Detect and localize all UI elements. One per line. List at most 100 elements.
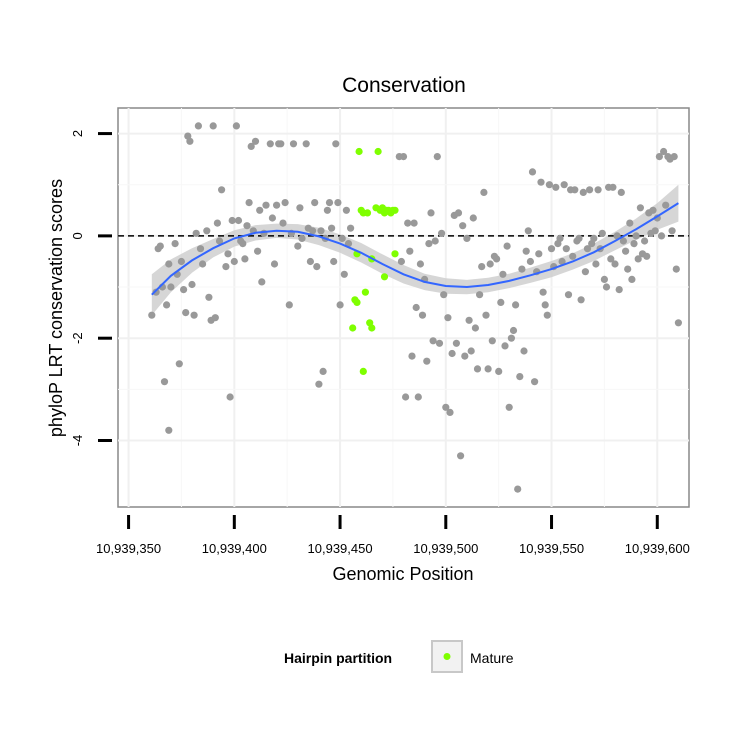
- x-axis-label: Genomic Position: [332, 564, 473, 584]
- data-point-background: [306, 257, 314, 266]
- data-point-background: [545, 181, 554, 189]
- data-point-background: [499, 270, 507, 278]
- data-point-background: [404, 219, 412, 227]
- data-point-background: [427, 209, 435, 217]
- data-point-background: [575, 234, 583, 242]
- data-point-background: [334, 199, 342, 207]
- data-point-mature: [380, 273, 389, 281]
- data-point-background: [501, 342, 509, 350]
- data-point-background: [611, 260, 619, 268]
- data-point-background: [503, 242, 511, 250]
- data-point-background: [180, 286, 188, 294]
- data-point-background: [435, 339, 444, 347]
- data-point-background: [296, 204, 304, 212]
- data-point-mature: [349, 324, 357, 332]
- series-mature: [349, 147, 399, 375]
- data-point-background: [560, 181, 568, 189]
- smooth-line-layer: [151, 202, 679, 296]
- data-point-background: [626, 219, 634, 227]
- legend-title: Hairpin partition: [284, 650, 392, 666]
- data-point-background: [156, 242, 164, 250]
- data-point-background: [317, 227, 325, 235]
- data-point-background: [556, 234, 564, 242]
- data-point-background: [294, 242, 302, 250]
- data-point-background: [315, 380, 323, 388]
- data-point-background: [175, 360, 183, 368]
- data-point-background: [526, 257, 535, 266]
- data-point-background: [406, 247, 414, 255]
- data-point-background: [643, 252, 651, 260]
- data-point-background: [414, 393, 422, 401]
- y-axis-label: phyloP LRT conservation scores: [46, 179, 66, 437]
- data-point-background: [192, 229, 200, 237]
- data-point-background: [256, 206, 264, 214]
- data-point-background: [484, 365, 492, 373]
- data-point-background: [330, 257, 338, 266]
- data-point-background: [581, 268, 590, 276]
- data-point-background: [429, 337, 437, 345]
- data-point-background: [543, 311, 551, 319]
- data-point-background: [243, 222, 251, 230]
- data-point-background: [416, 260, 424, 268]
- data-point-background: [539, 288, 547, 296]
- data-point-mature: [391, 206, 399, 214]
- x-axis: 10,939,350 10,939,400 10,939,450 10,939,500…: [96, 515, 690, 556]
- data-point-background: [328, 224, 336, 232]
- data-point-background: [258, 278, 266, 286]
- data-point-background: [232, 122, 240, 130]
- data-point-background: [205, 293, 213, 301]
- data-point-background: [507, 334, 515, 342]
- data-point-background: [152, 288, 160, 296]
- data-point-background: [241, 255, 249, 263]
- data-point-background: [289, 140, 298, 148]
- data-point-mature: [374, 147, 382, 156]
- data-point-background: [619, 237, 628, 245]
- data-point-background: [338, 234, 346, 242]
- data-point-background: [541, 301, 549, 309]
- data-point-background: [641, 237, 649, 245]
- data-point-background: [167, 283, 175, 291]
- data-point-background: [319, 367, 327, 375]
- data-point-background: [624, 265, 632, 273]
- data-point-background: [262, 201, 270, 209]
- y-tick-label: 2: [70, 130, 85, 137]
- data-point-background: [165, 260, 173, 268]
- data-point-background: [672, 265, 680, 273]
- x-tick-label: 10,939,600: [625, 541, 690, 556]
- legend-label-mature: Mature: [470, 650, 514, 666]
- data-point-background: [586, 186, 594, 194]
- data-point-background: [547, 245, 556, 253]
- data-point-background: [148, 311, 156, 319]
- data-point-background: [486, 260, 494, 268]
- data-point-background: [188, 280, 196, 289]
- data-point-background: [577, 296, 585, 304]
- data-point-background: [251, 137, 260, 145]
- data-point-background: [480, 188, 488, 196]
- data-point-background: [438, 229, 446, 237]
- data-point-background: [657, 232, 666, 240]
- data-point-background: [213, 219, 221, 227]
- data-point-background: [552, 183, 560, 191]
- data-point-background: [313, 263, 321, 271]
- data-point-background: [564, 291, 573, 299]
- data-point-background: [463, 234, 471, 242]
- data-point-background: [505, 403, 513, 411]
- data-point-background: [531, 378, 539, 386]
- data-point-background: [571, 186, 579, 194]
- data-point-mature: [391, 250, 399, 258]
- data-point-background: [649, 206, 657, 214]
- data-point-background: [298, 234, 306, 242]
- y-tick-label: -2: [70, 332, 85, 344]
- data-point-background: [655, 153, 664, 161]
- data-point-background: [583, 245, 592, 253]
- data-point-background: [285, 301, 293, 309]
- data-point-background: [234, 216, 243, 225]
- data-point-background: [516, 373, 524, 381]
- data-point-mature: [368, 324, 376, 332]
- data-point-background: [598, 229, 606, 237]
- data-point-background: [196, 245, 205, 253]
- data-point-background: [247, 142, 255, 150]
- data-point-background: [408, 352, 416, 360]
- data-point-background: [340, 270, 348, 278]
